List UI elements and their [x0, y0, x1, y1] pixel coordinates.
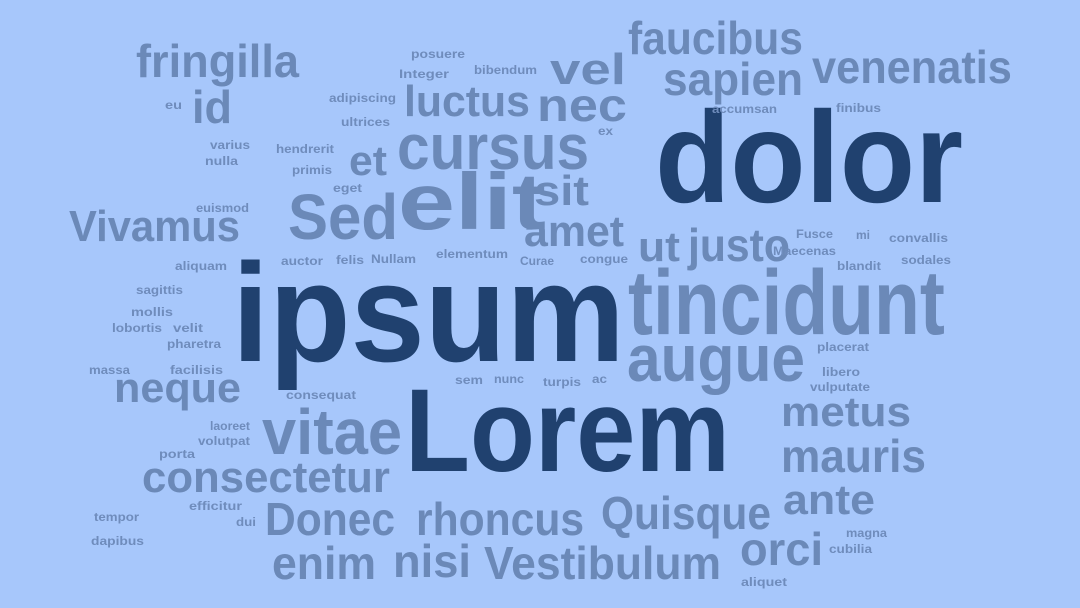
word-ante: ante [783, 476, 875, 523]
word-sem: sem [455, 373, 483, 387]
word-amet: amet [524, 207, 625, 256]
word-rhoncus: rhoncus [416, 493, 585, 545]
word-primis: primis [292, 163, 333, 177]
word-laoreet: laoreet [210, 419, 250, 433]
word-ac: ac [592, 372, 608, 386]
word-sagittis: sagittis [136, 283, 184, 297]
word-massa: massa [89, 363, 131, 377]
word-adipiscing: adipiscing [329, 91, 396, 105]
word-libero: libero [822, 365, 860, 379]
word-bibendum: bibendum [474, 63, 538, 77]
word-vivamus: Vivamus [69, 202, 241, 251]
word-enim: enim [272, 537, 377, 589]
word-ut: ut [638, 223, 680, 270]
word-aliquam: aliquam [175, 259, 227, 273]
word-nullam: Nullam [371, 252, 417, 266]
word-maecenas: Maecenas [773, 244, 836, 258]
word-curae: Curae [520, 254, 555, 268]
word-justo: justo [688, 219, 790, 271]
word-magna: magna [846, 526, 888, 540]
word-euismod: euismod [196, 201, 249, 215]
word-blandit: blandit [837, 259, 882, 273]
word-lorem: Lorem [405, 365, 730, 497]
word-lobortis: lobortis [112, 321, 162, 335]
word-quisque: Quisque [601, 487, 772, 539]
word-faucibus: faucibus [628, 12, 803, 64]
word-consectetur: consectetur [142, 453, 390, 502]
word-sit: sit [534, 167, 589, 214]
word-dapibus: dapibus [91, 534, 145, 548]
word-nec: nec [537, 79, 627, 131]
word-convallis: convallis [889, 231, 949, 245]
word-velit: velit [173, 321, 203, 335]
word-vestibulum: Vestibulum [484, 537, 722, 589]
word-placerat: placerat [817, 340, 870, 354]
word-mauris: mauris [781, 430, 926, 482]
word-neque: neque [114, 364, 242, 411]
word-congue: congue [580, 252, 629, 266]
word-venenatis: venenatis [812, 41, 1012, 93]
word-posuere: posuere [411, 47, 466, 61]
word-mollis: mollis [131, 305, 174, 319]
word-ultrices: ultrices [341, 115, 391, 129]
word-integer: Integer [399, 67, 450, 81]
word-fusce: Fusce [796, 227, 834, 241]
word-augue: augue [627, 321, 806, 395]
word-nunc: nunc [494, 372, 524, 386]
word-nulla: nulla [205, 154, 239, 168]
word-accumsan: accumsan [712, 102, 777, 116]
word-mi: mi [856, 228, 871, 242]
word-aliquet: aliquet [741, 575, 787, 589]
word-porta: porta [159, 447, 195, 461]
word-sodales: sodales [901, 253, 951, 267]
word-vulputate: vulputate [810, 380, 871, 394]
word-pharetra: pharetra [167, 337, 221, 351]
word-ipsum: ipsum [232, 234, 625, 391]
word-consequat: consequat [286, 388, 356, 402]
word-ex: ex [598, 124, 614, 138]
word-fringilla: fringilla [136, 35, 299, 87]
word-eu: eu [165, 98, 183, 112]
word-dui: dui [236, 515, 256, 529]
word-metus: metus [781, 388, 912, 435]
word-volutpat: volutpat [198, 434, 250, 448]
word-efficitur: efficitur [189, 499, 242, 513]
word-elit: elit [398, 157, 546, 246]
word-luctus: luctus [404, 77, 530, 126]
word-elementum: elementum [436, 247, 508, 261]
word-id: id [192, 81, 232, 133]
word-varius: varius [210, 138, 250, 152]
word-donec: Donec [265, 493, 396, 545]
word-facilisis: facilisis [170, 363, 224, 377]
word-vel: vel [550, 45, 626, 94]
word-sapien: sapien [663, 53, 804, 105]
word-felis: felis [336, 253, 365, 267]
word-et: et [349, 137, 387, 184]
word-cursus: cursus [397, 111, 590, 183]
word-vitae: vitae [262, 396, 403, 468]
word-finibus: finibus [836, 101, 881, 115]
word-turpis: turpis [543, 375, 582, 389]
word-eget: eget [333, 181, 363, 195]
word-hendrerit: hendrerit [276, 142, 334, 156]
word-dolor: dolor [655, 84, 964, 230]
word-nisi: nisi [393, 535, 471, 587]
word-tincidunt: tincidunt [628, 252, 945, 354]
word-sed: Sed [288, 181, 398, 253]
word-tempor: tempor [94, 510, 139, 524]
word-cubilia: cubilia [829, 542, 872, 556]
word-orci: orci [740, 523, 824, 575]
word-auctor: auctor [281, 254, 324, 268]
